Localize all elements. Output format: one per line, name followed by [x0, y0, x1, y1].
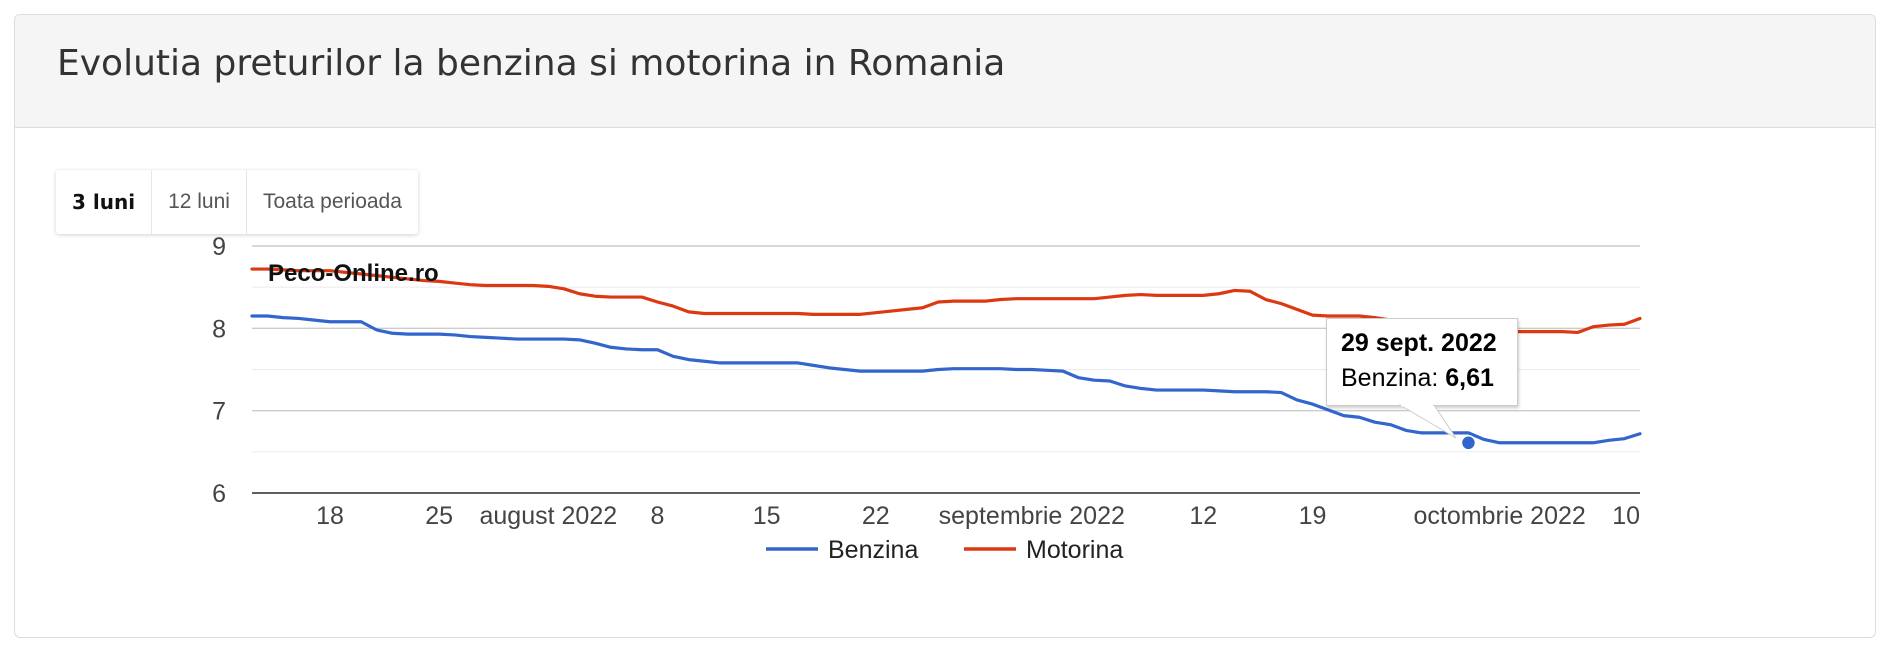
legend-label-benzina: Benzina	[828, 536, 918, 564]
range-tabs: 3 luni 12 luni Toata perioada	[56, 170, 418, 234]
highlight-point-layer	[1460, 435, 1477, 451]
x-axis-ticks: 18 25 august 2022 8 15 22 septembrie 2022 12 19 o…	[316, 502, 1640, 530]
tooltip-pointer	[1398, 403, 1457, 439]
series-line-benzina	[250, 314, 1642, 445]
tab-3-luni[interactable]: 3 luni	[72, 190, 136, 214]
x-tick-label: octombrie 2022	[1413, 502, 1585, 530]
legend-label-motorina: Motorina	[1026, 536, 1123, 564]
tooltip-separator: :	[1431, 364, 1439, 392]
x-tick-label: august 2022	[480, 502, 618, 530]
highlight-point	[1460, 435, 1477, 451]
watermark: Peco-Online.ro	[268, 260, 439, 287]
chart-tooltip: 29 sept. 2022 Benzina: 6,61	[1326, 318, 1518, 406]
x-tick-label: 8	[651, 502, 665, 530]
tooltip-series-line: Benzina: 6,61	[1341, 364, 1503, 393]
x-tick-label: 12	[1189, 502, 1217, 530]
tab-toata-perioada[interactable]: Toata perioada	[245, 170, 418, 234]
y-tick-label: 8	[212, 315, 226, 343]
x-tick-label: septembrie 2022	[939, 502, 1125, 530]
x-tick-label: 10	[1612, 502, 1640, 530]
y-tick-label: 6	[212, 480, 226, 508]
panel-heading: Evolutia preturilor la benzina si motori…	[15, 15, 1875, 128]
tooltip-series-name: Benzina	[1341, 364, 1432, 392]
y-tick-label: 7	[212, 398, 226, 426]
y-axis-ticks: 6 7 8 9	[212, 233, 226, 508]
x-tick-label: 25	[425, 502, 453, 530]
tooltip-date: 29 sept. 2022	[1341, 329, 1497, 357]
x-tick-label: 19	[1299, 502, 1327, 530]
y-tick-label: 9	[212, 233, 226, 261]
x-tick-label: 22	[862, 502, 890, 530]
chart-panel: Evolutia preturilor la benzina si motori…	[14, 14, 1876, 638]
page-title: Evolutia preturilor la benzina si motori…	[57, 43, 1006, 84]
tooltip-value: 6,61	[1445, 364, 1494, 392]
legend[interactable]: Benzina Motorina	[766, 536, 1123, 564]
x-tick-label: 15	[753, 502, 781, 530]
x-tick-label: 18	[316, 502, 344, 530]
tab-12-luni[interactable]: 12 luni	[151, 170, 246, 234]
